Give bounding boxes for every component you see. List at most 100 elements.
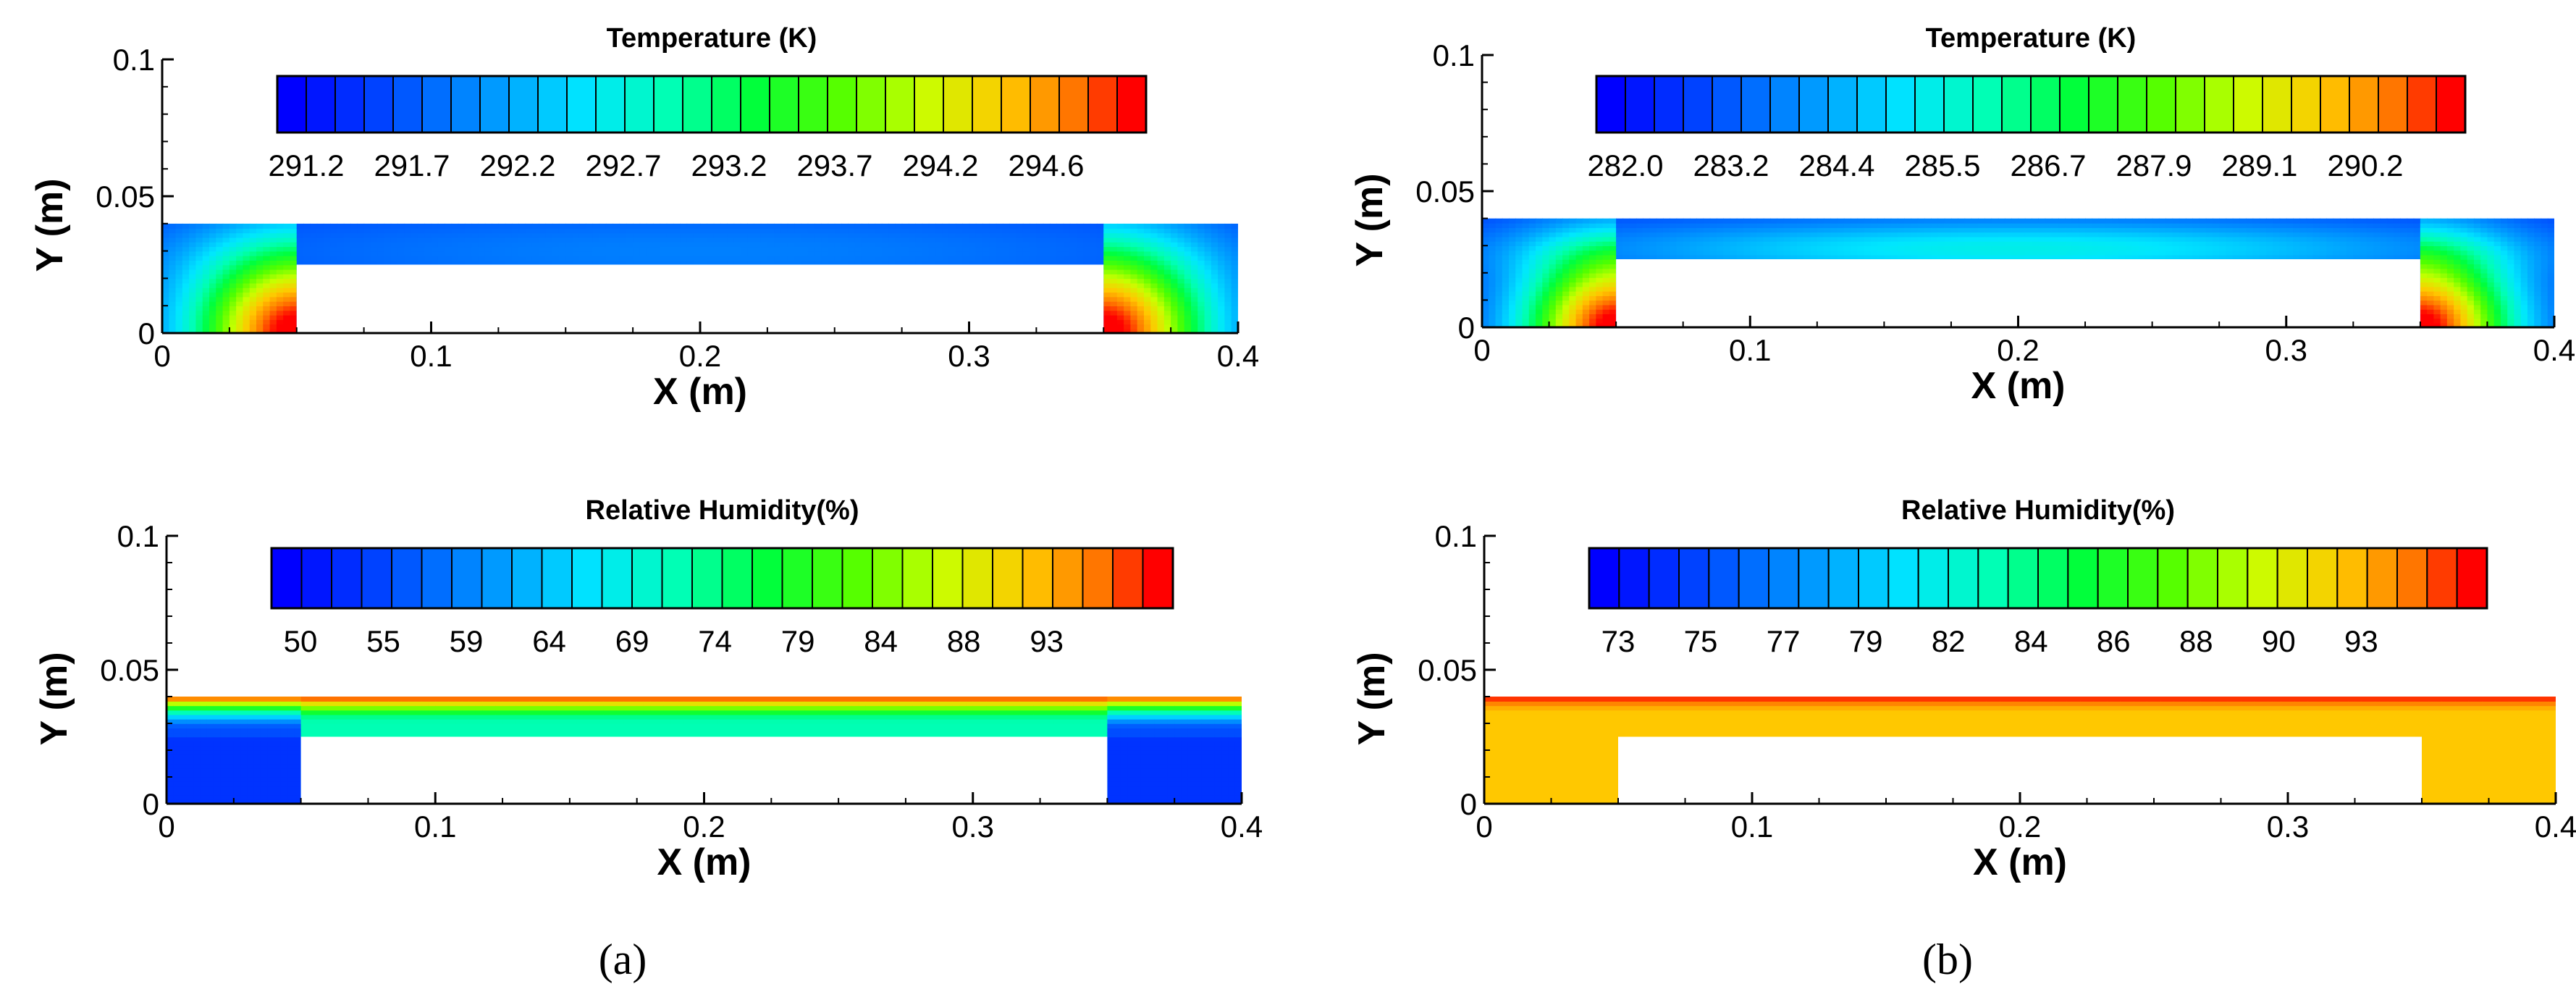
colorbar-cell: [2378, 75, 2408, 133]
colorbar-cell: [653, 75, 683, 133]
colorbar-cell: [1648, 547, 1680, 609]
colorbar-label: 50: [284, 624, 318, 658]
x-tick-label: 0.2: [679, 339, 721, 373]
colorbar-cell: [2186, 547, 2219, 609]
x-tick-label: 0: [1473, 333, 1490, 367]
colorbar-cell: [421, 75, 452, 133]
x-tick-label: 0.2: [1999, 810, 2041, 844]
colorbar-cell: [1885, 75, 1916, 133]
colorbar-cell: [392, 75, 423, 133]
colorbar-title: Temperature (K): [1926, 23, 2137, 54]
colorbar-cell: [2247, 547, 2278, 609]
colorbar-label: 88: [947, 624, 981, 658]
colorbar-label: 93: [1030, 624, 1064, 658]
colorbar-cell: [363, 75, 394, 133]
colorbar-cell: [1827, 547, 1860, 609]
colorbar-label: 287.9: [2116, 148, 2192, 182]
colorbar-label: 291.7: [374, 148, 450, 182]
colorbar-cell: [943, 75, 973, 133]
colorbar-label: 293.7: [796, 148, 872, 182]
y-tick-label: 0: [1460, 787, 1477, 821]
colorbar-cell: [721, 547, 753, 609]
x-tick-label: 0.4: [2533, 333, 2575, 367]
x-tick-label: 0.3: [948, 339, 990, 373]
colorbar-cell: [450, 75, 481, 133]
colorbar-cell: [631, 547, 663, 609]
colorbar-label: 69: [615, 624, 649, 658]
colorbar-cell: [508, 75, 539, 133]
colorbar-title: Temperature (K): [607, 23, 817, 54]
colorbar-label: 84: [2014, 624, 2048, 658]
y-axis-label: Y (m): [1349, 173, 1391, 266]
colorbar-label: 86: [2097, 624, 2131, 658]
colorbar-cell: [2067, 547, 2099, 609]
colorbar-cell: [1917, 547, 1950, 609]
colorbar-cell: [2320, 75, 2350, 133]
colorbar-label: 285.5: [1904, 148, 1980, 182]
colorbar-cell: [798, 75, 828, 133]
x-tick-label: 0: [1476, 810, 1492, 844]
y-tick-label: 0: [138, 316, 155, 350]
colorbar-cell: [595, 75, 626, 133]
colorbar-cell: [2276, 547, 2309, 609]
colorbar-cell: [1887, 547, 1919, 609]
x-tick-label: 0: [153, 339, 170, 373]
colorbar-cell: [479, 75, 510, 133]
y-axis-label: Y (m): [29, 178, 71, 272]
colorbar-label: 64: [532, 624, 566, 658]
colorbar-cell: [601, 547, 633, 609]
colorbar-cell: [2262, 75, 2292, 133]
colorbar-cell: [1052, 547, 1084, 609]
colorbar-cell: [856, 75, 886, 133]
colorbar-cell: [1001, 75, 1031, 133]
colorbar-cell: [1625, 75, 1655, 133]
colorbar-cell: [541, 547, 573, 609]
colorbar-cell: [2307, 547, 2339, 609]
colorbar-cell: [2217, 547, 2249, 609]
panel-2: 0 0.1 0.2 0.3 0.4 0 0.05 0.1 X (m) Y (m) Temperatu…: [1349, 23, 2575, 407]
x-tick-label: 0.3: [2265, 333, 2307, 367]
colorbar-cell: [1712, 75, 1742, 133]
colorbar-cell: [1030, 75, 1060, 133]
colorbar-cell: [2366, 547, 2399, 609]
colorbar-cell: [2097, 547, 2129, 609]
colorbar-cell: [901, 547, 933, 609]
colorbar-frame: [276, 75, 1148, 134]
colorbar-label: 77: [1767, 624, 1801, 658]
colorbar-frame: [1588, 547, 2488, 610]
colorbar-cell: [1708, 547, 1740, 609]
colorbar-cell: [885, 75, 915, 133]
colorbar-label: 59: [450, 624, 484, 658]
colorbar-label: 93: [2344, 624, 2378, 658]
x-axis-label: X (m): [657, 841, 752, 883]
x-tick-label: 0.3: [952, 810, 994, 844]
colorbar-cell: [682, 75, 712, 133]
x-tick-label: 0.4: [2535, 810, 2576, 844]
colorbar-cell: [271, 547, 303, 609]
x-tick-label: 0.3: [2267, 810, 2309, 844]
colorbar-cell: [2436, 75, 2466, 133]
colorbar-cell: [2291, 75, 2321, 133]
y-tick-label: 0.05: [100, 653, 159, 687]
colorbar-cell: [1678, 547, 1710, 609]
x-tick-label: 0: [158, 810, 174, 844]
colorbar-label: 284.4: [1798, 148, 1874, 182]
colorbar-cell: [740, 75, 770, 133]
x-axis-label: X (m): [653, 371, 747, 413]
panel-4: 0 0.1 0.2 0.3 0.4 0 0.05 0.1 X (m) Y (m) Relative …: [1351, 495, 2576, 883]
colorbar-cell: [2456, 547, 2488, 609]
colorbar-cell: [1856, 75, 1887, 133]
colorbar-frame: [1595, 75, 2467, 134]
colorbar-cell: [451, 547, 483, 609]
x-axis-label: X (m): [1971, 365, 2066, 407]
colorbar-title: Relative Humidity(%): [1901, 495, 2175, 526]
colorbar-cell: [2001, 75, 2032, 133]
colorbar-label: 286.7: [2010, 148, 2086, 182]
colorbar-cell: [914, 75, 944, 133]
colorbar-cell: [1596, 75, 1626, 133]
x-tick-label: 0.1: [414, 810, 456, 844]
colorbar-label: 292.2: [479, 148, 555, 182]
panel-3: 0 0.1 0.2 0.3 0.4 0 0.05 0.1 X (m) Y (m) Relative …: [33, 495, 1263, 883]
colorbar-cell: [2146, 75, 2176, 133]
